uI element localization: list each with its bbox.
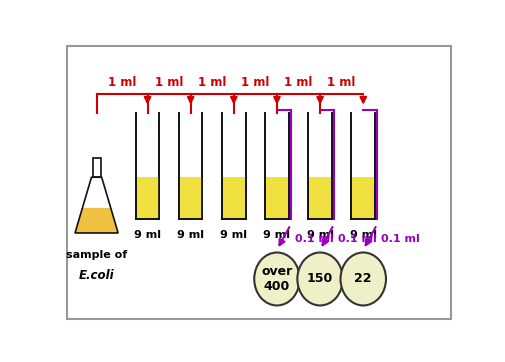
Text: 0.1 ml: 0.1 ml <box>337 233 376 244</box>
Text: E.coli: E.coli <box>79 269 114 282</box>
Bar <box>351 113 374 219</box>
Text: sample of: sample of <box>66 250 127 260</box>
Text: 1 ml: 1 ml <box>284 76 312 89</box>
Text: 9 ml: 9 ml <box>177 230 204 240</box>
Text: 0.1 ml: 0.1 ml <box>294 233 333 244</box>
Bar <box>265 113 288 219</box>
Bar <box>179 113 202 219</box>
Bar <box>222 177 244 218</box>
Text: 1 ml: 1 ml <box>197 76 226 89</box>
Bar <box>222 113 245 219</box>
Bar <box>135 113 159 219</box>
Text: 9 ml: 9 ml <box>349 230 376 240</box>
Text: 9 ml: 9 ml <box>220 230 247 240</box>
Bar <box>351 177 374 218</box>
Bar <box>266 177 287 218</box>
Text: 9 ml: 9 ml <box>263 230 290 240</box>
Text: 1 ml: 1 ml <box>241 76 269 89</box>
Bar <box>136 177 158 218</box>
Text: 1 ml: 1 ml <box>155 76 183 89</box>
Text: 150: 150 <box>307 273 333 286</box>
Ellipse shape <box>297 253 342 306</box>
Ellipse shape <box>254 253 299 306</box>
Text: 1 ml: 1 ml <box>327 76 355 89</box>
Bar <box>309 177 330 218</box>
Ellipse shape <box>340 253 385 306</box>
Text: 9 ml: 9 ml <box>134 230 161 240</box>
Polygon shape <box>75 208 118 233</box>
Text: 22: 22 <box>354 273 371 286</box>
Bar <box>179 177 201 218</box>
Text: 1 ml: 1 ml <box>108 76 136 89</box>
Bar <box>308 113 331 219</box>
Text: over
400: over 400 <box>261 265 292 293</box>
Text: 0.1 ml: 0.1 ml <box>380 233 419 244</box>
Text: 9 ml: 9 ml <box>306 230 333 240</box>
